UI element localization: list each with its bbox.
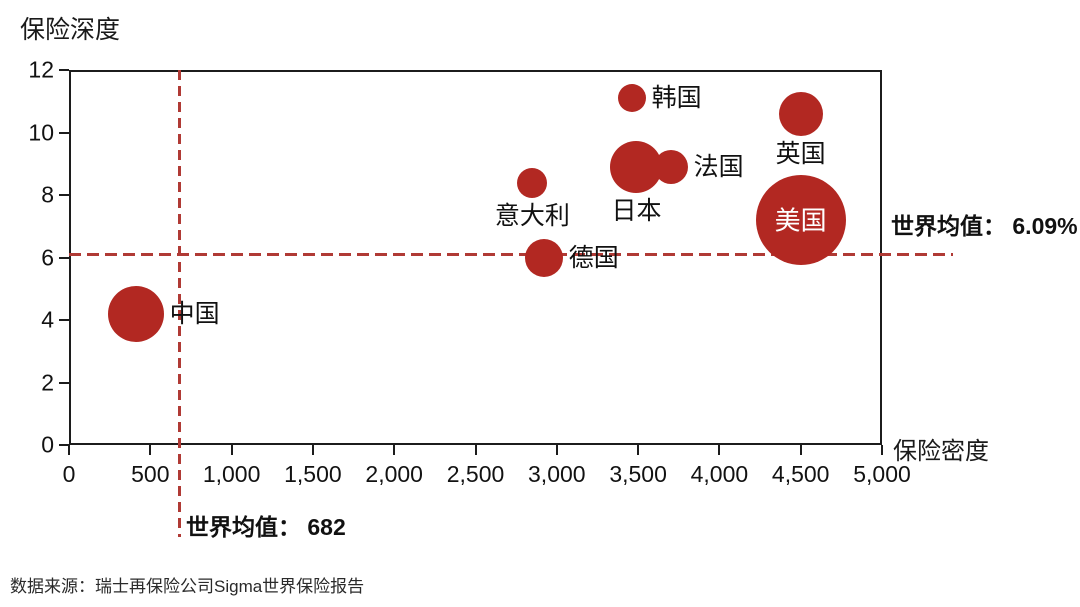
y-tick [59, 69, 69, 71]
x-tick [637, 445, 640, 455]
world-average-depth-line [69, 253, 953, 257]
x-tick [718, 445, 721, 455]
x-tick-label: 4,000 [690, 461, 749, 487]
y-tick-label: 6 [41, 244, 54, 270]
x-tick-label: 1,500 [284, 461, 342, 487]
bubble-label-china: 中国 [169, 299, 220, 328]
bubble-italy [517, 167, 548, 198]
y-tick-label: 8 [41, 181, 54, 208]
bubble-china [107, 285, 164, 342]
y-tick-label: 10 [28, 119, 54, 145]
bubble-france [653, 149, 688, 184]
x-tick [799, 445, 802, 455]
y-tick [59, 381, 69, 384]
bubble-germany [524, 238, 563, 277]
x-tick-label: 3,500 [609, 461, 667, 487]
y-tick [59, 256, 69, 259]
x-tick [311, 445, 314, 455]
x-tick-label: 4,500 [771, 461, 830, 487]
x-tick [555, 445, 558, 455]
y-tick-label: 12 [28, 56, 54, 83]
bubble-label-usa: 美国 [774, 205, 827, 236]
x-tick-label: 3,000 [528, 461, 586, 487]
y-tick-label: 2 [41, 369, 54, 395]
y-tick [59, 319, 69, 321]
x-tick-label: 5,000 [853, 461, 911, 487]
world-average-density-line [178, 70, 182, 537]
x-tick [230, 445, 233, 455]
y-tick-label: 4 [41, 306, 54, 333]
x-tick-label: 2,000 [365, 461, 423, 487]
x-tick-label: 1,000 [202, 461, 261, 487]
bubble-label-france: 法国 [693, 152, 744, 181]
bubble-label-japan: 日本 [611, 196, 662, 225]
bubble-south-korea [617, 84, 646, 113]
y-axis-title: 保险深度 [20, 16, 121, 44]
y-tick [59, 444, 69, 446]
world-average-density-label: 世界均值： 682 [186, 514, 346, 540]
x-tick [474, 445, 477, 455]
bubble-label-italy: 意大利 [494, 201, 570, 230]
source-note: 数据来源：瑞士再保险公司Sigma世界保险报告 [10, 577, 365, 596]
x-tick [68, 445, 70, 455]
bubble-label-south-korea: 韩国 [651, 84, 702, 112]
plot-area [69, 70, 882, 445]
x-tick-label: 2,500 [446, 461, 505, 487]
y-tick-label: 0 [41, 431, 54, 458]
x-tick [881, 445, 883, 455]
x-tick-label: 0 [62, 461, 76, 487]
y-tick [59, 131, 69, 134]
x-tick-label: 500 [131, 461, 170, 487]
x-tick [149, 445, 152, 455]
bubble-uk [778, 91, 823, 136]
bubble-label-germany: 德国 [568, 243, 619, 272]
bubble-label-uk: 英国 [775, 139, 826, 168]
world-average-depth-label: 世界均值： 6.09% [891, 213, 1078, 239]
x-tick [393, 445, 396, 455]
bubble-usa [755, 175, 846, 265]
x-axis-title: 保险密度 [893, 438, 989, 465]
y-tick [59, 194, 69, 196]
